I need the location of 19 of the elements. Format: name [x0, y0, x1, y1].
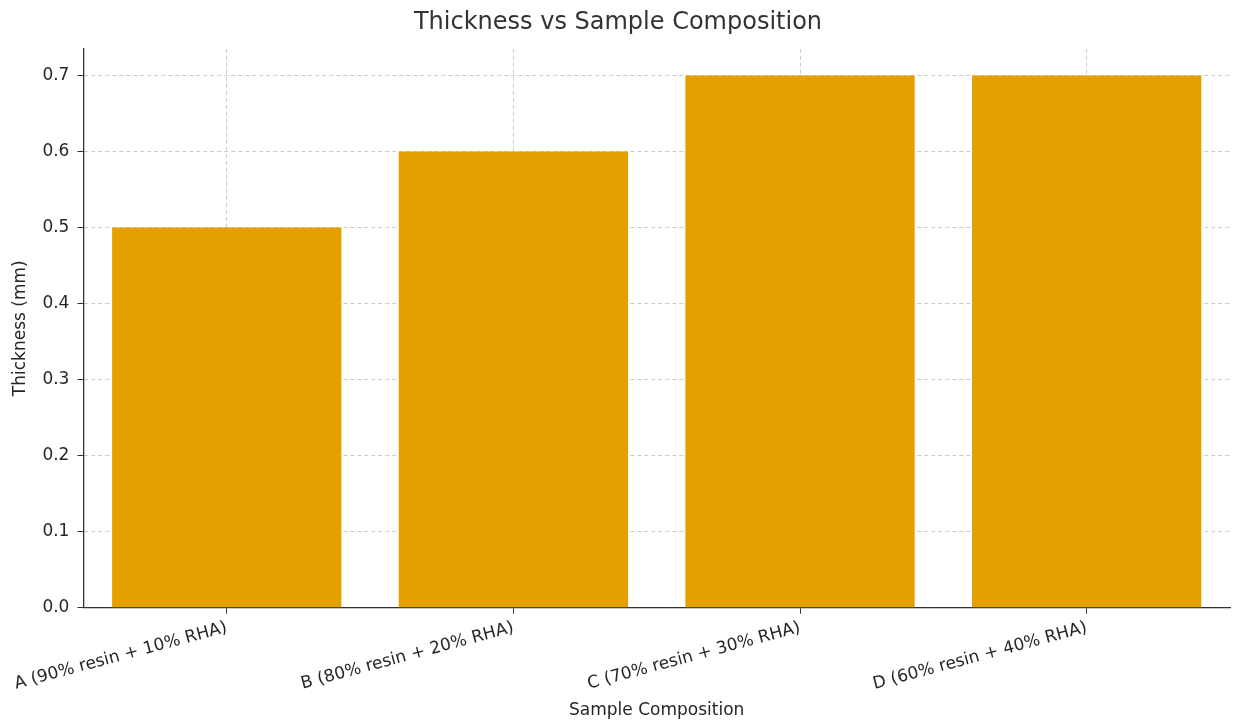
y-tick-label: 0.5 — [42, 215, 70, 236]
bar — [685, 75, 915, 608]
x-tick-label: C (70% resin + 30% RHA) — [584, 616, 803, 693]
x-axis-title: Sample Composition — [569, 699, 745, 720]
y-axis-title: Thickness (mm) — [8, 260, 29, 398]
y-tick-label: 0.0 — [42, 596, 70, 617]
bar — [112, 227, 342, 608]
bar — [972, 75, 1202, 608]
x-tick-label: D (60% resin + 40% RHA) — [870, 616, 1089, 693]
y-tick-label: 0.6 — [42, 139, 70, 160]
y-tick-label: 0.4 — [42, 291, 70, 312]
y-tick-label: 0.1 — [42, 520, 70, 541]
chart-title: Thickness vs Sample Composition — [412, 6, 823, 35]
y-tick-label: 0.3 — [42, 368, 70, 389]
bar — [398, 151, 629, 608]
x-tick-label: A (90% resin + 10% RHA) — [11, 616, 229, 693]
y-tick-label: 0.7 — [42, 63, 70, 84]
x-tick-label: B (80% resin + 20% RHA) — [298, 616, 516, 693]
y-tick-label: 0.2 — [42, 444, 70, 465]
